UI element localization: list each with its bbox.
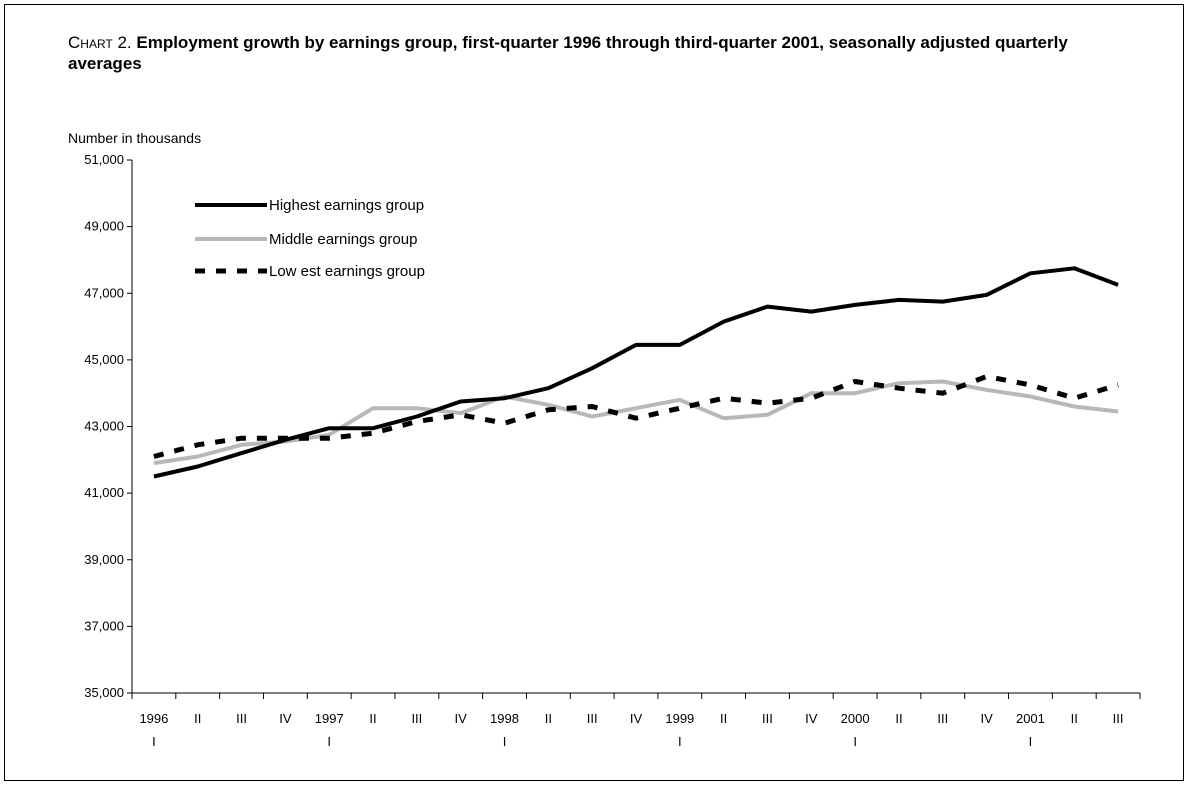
legend-label-low-est-earnings-group: Low est earnings group [269,263,425,280]
series-line-middle-earnings-group [153,379,1119,466]
axes: 35,000 37,000 39,000 41,000 43,000 45,000 47,0… [84,152,1141,749]
x-tick-label: II [545,711,552,726]
x-tick-label: III [762,711,773,726]
series-line-highest-earnings-group [153,266,1119,479]
x-tick-label: III [1113,711,1124,726]
legend-label-highest-earnings-group: Highest earnings group [269,197,424,214]
x-tick-label: IV [805,711,818,726]
chart-title: Chart 2. Employment growth by earnings g… [68,32,1128,74]
y-tick-label: 45,000 [84,352,124,367]
x-tick-label: IV [980,711,993,726]
x-tick-label: III [411,711,422,726]
x-tick-label-sub: I [1029,734,1033,749]
x-tick-label-sub: I [678,734,682,749]
legend: Highest earnings group Middle earnings gr… [195,197,425,280]
y-tick-label: 35,000 [84,685,124,700]
x-tick-label-sub: I [853,734,857,749]
series-lines [153,266,1119,479]
x-tick-label-sub: I [152,734,156,749]
legend-label-middle-earnings-group: Middle earnings group [269,231,417,248]
x-tick-label-sub: I [327,734,331,749]
chart-title-prefix: Chart 2. [68,33,132,52]
y-tick-label: 39,000 [84,552,124,567]
x-tick-label: III [937,711,948,726]
x-tick-label: 1998 [490,711,519,726]
x-tick-label: IV [455,711,468,726]
x-tick-label: 2000 [841,711,870,726]
x-tick-label: II [194,711,201,726]
x-tick-label: 2001 [1016,711,1045,726]
x-tick-label: 1999 [665,711,694,726]
x-tick-label: 1997 [315,711,344,726]
x-tick-label: 1996 [139,711,168,726]
x-tick-label: IV [279,711,292,726]
chart-frame [4,4,1184,781]
x-tick-label: III [587,711,598,726]
x-tick-label: II [895,711,902,726]
x-tick-label: II [1071,711,1078,726]
x-tick-label-sub: I [503,734,507,749]
series-line-low-est-earnings-group [153,373,1119,459]
chart-title-text: Employment growth by earnings group, fir… [68,33,1068,73]
y-tick-label: 41,000 [84,485,124,500]
x-tick-label: II [369,711,376,726]
x-tick-label: II [720,711,727,726]
y-tick-label: 43,000 [84,419,124,434]
y-tick-label: 49,000 [84,219,124,234]
y-tick-label: 47,000 [84,285,124,300]
x-tick-label: IV [630,711,643,726]
y-tick-label: 37,000 [84,618,124,633]
y-axis-title: Number in thousands [68,130,201,146]
y-tick-label: 51,000 [84,152,124,167]
x-tick-label: III [236,711,247,726]
